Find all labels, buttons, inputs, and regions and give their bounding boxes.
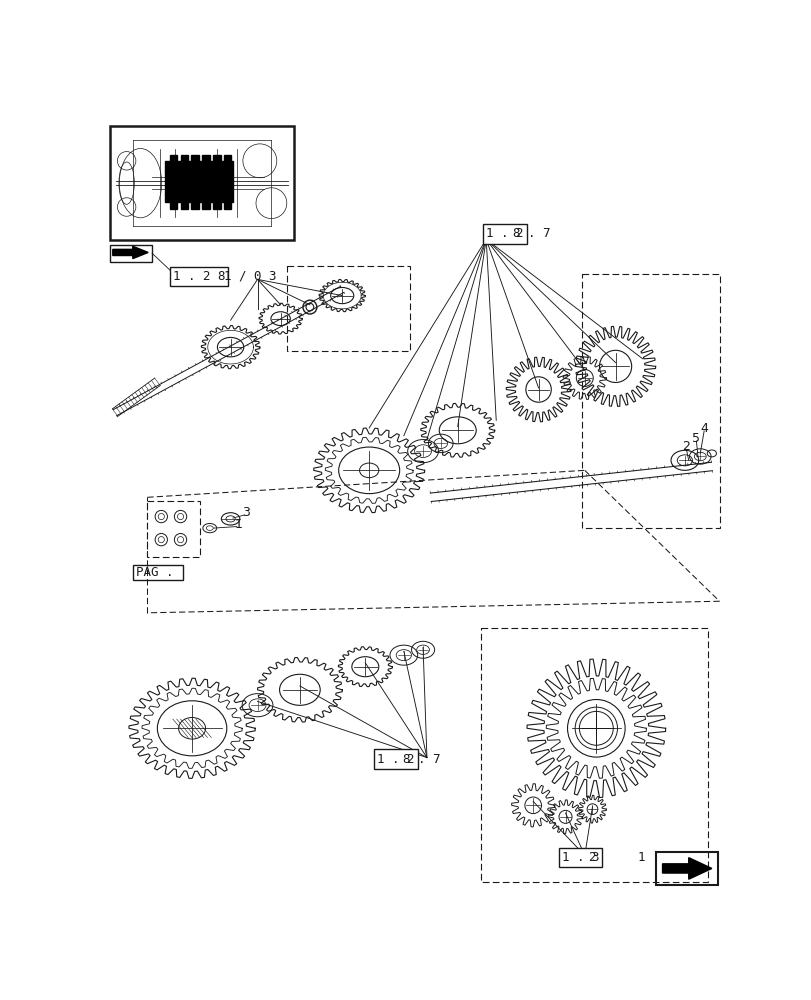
Text: PAG .: PAG . [135, 566, 174, 579]
Bar [202, 155, 209, 161]
Bar [148, 501, 200, 557]
Bar [480, 628, 707, 882]
Text: 4: 4 [699, 422, 707, 434]
Bar [286, 266, 410, 351]
Bar [202, 202, 209, 209]
Text: 2: 2 [587, 851, 595, 864]
Text: 1 . 2: 1 . 2 [376, 753, 414, 766]
Bar [223, 155, 231, 161]
Bar [223, 202, 231, 209]
Bar [165, 161, 233, 202]
Text: 1 . 2: 1 . 2 [486, 227, 523, 240]
Bar [212, 155, 221, 161]
Text: 1: 1 [234, 518, 242, 531]
Polygon shape [662, 858, 711, 879]
Bar [581, 274, 719, 528]
Text: 1: 1 [623, 851, 645, 864]
Bar [109, 245, 152, 262]
Bar [191, 155, 199, 161]
Bar [212, 202, 221, 209]
Polygon shape [113, 246, 148, 259]
Text: 1 . 2 8: 1 . 2 8 [173, 270, 225, 283]
Text: 1 . 3: 1 . 3 [561, 851, 599, 864]
Bar [180, 202, 188, 209]
Bar [655, 852, 717, 885]
Bar [109, 126, 294, 240]
Bar [169, 155, 178, 161]
Text: 1 / 0 3: 1 / 0 3 [209, 270, 277, 283]
Text: 8 . 7: 8 . 7 [403, 753, 440, 766]
Bar [169, 202, 178, 209]
Bar [180, 155, 188, 161]
Text: 8 . 7: 8 . 7 [513, 227, 550, 240]
Text: 2: 2 [681, 440, 689, 453]
Text: 3: 3 [242, 506, 250, 519]
Bar [191, 202, 199, 209]
Text: 5: 5 [692, 432, 700, 445]
Bar [133, 565, 182, 580]
